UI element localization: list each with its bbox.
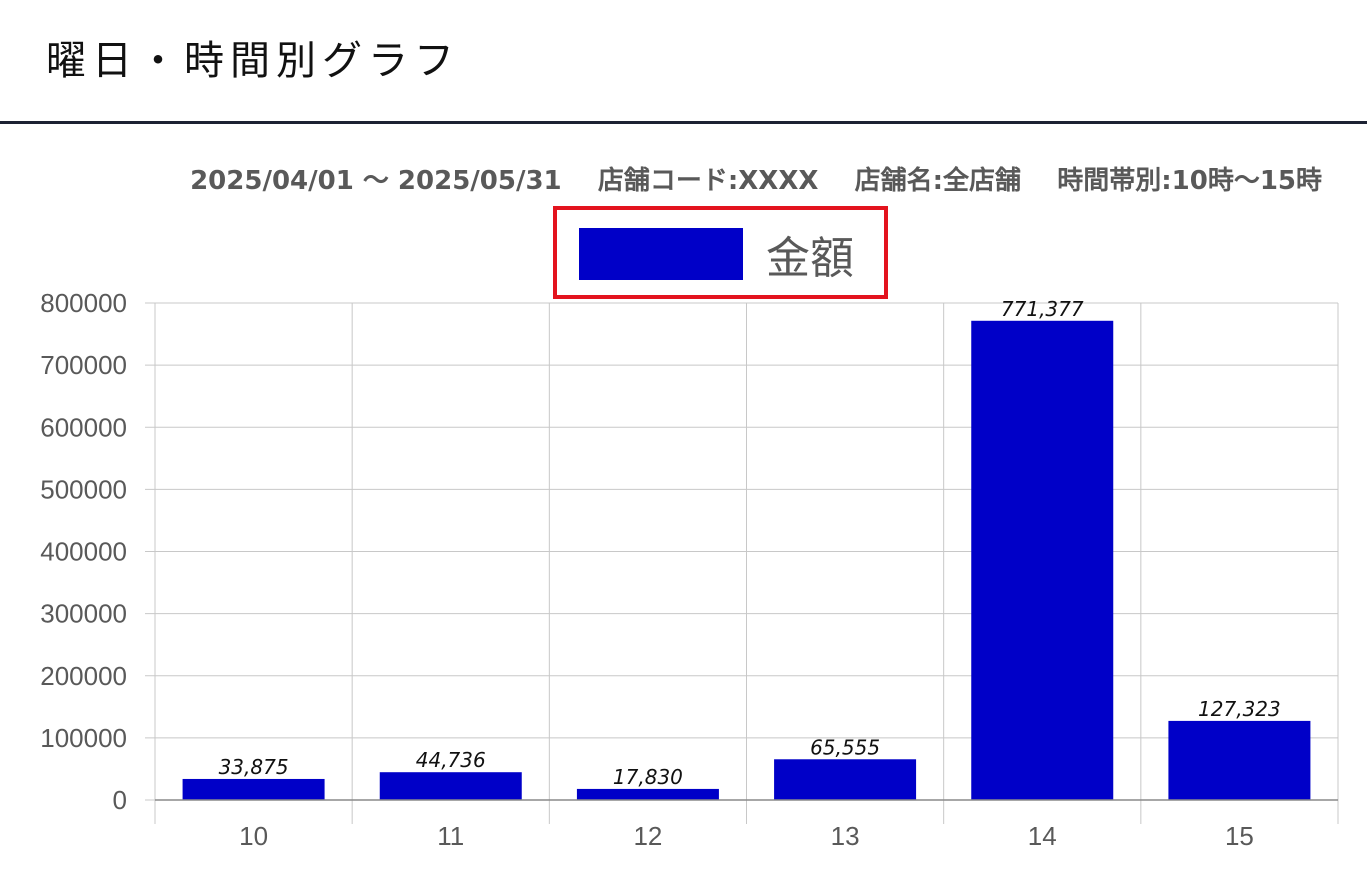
legend-label[interactable]: 金額 (766, 233, 854, 284)
x-tick-label-11: 11 (437, 821, 464, 851)
y-tick-label: 500000 (40, 474, 127, 504)
legend-swatch[interactable] (579, 228, 743, 280)
y-tick-label: 200000 (40, 661, 127, 691)
data-label-14: 771,377 (1001, 297, 1084, 321)
grid-layer (145, 302, 1339, 824)
data-label-11: 44,736 (416, 748, 486, 772)
data-label-10: 33,875 (219, 755, 289, 779)
x-tick-label-10: 10 (239, 821, 268, 851)
y-tick-label: 0 (113, 785, 127, 815)
bar-10 (182, 778, 325, 800)
y-tick-label: 700000 (40, 350, 127, 380)
data-label-12: 17,830 (613, 765, 683, 789)
page-title: 曜日・時間別グラフ (46, 38, 460, 84)
y-tick-label: 400000 (40, 537, 127, 567)
chart-subtitle: 2025/04/01 〜 2025/05/31 店舗コード:XXXX 店舗名:全… (190, 166, 1322, 196)
page-header: 曜日・時間別グラフ (0, 0, 1367, 124)
bar-11 (379, 772, 522, 800)
bar-13 (774, 759, 917, 800)
bar-layer (182, 320, 1311, 800)
x-tick-label-15: 15 (1225, 821, 1254, 851)
axis-layer: 0 100000 200000 300000 400000 500000 600000 700… (40, 288, 1338, 851)
bar-15 (1168, 720, 1311, 800)
y-tick-label: 100000 (40, 723, 127, 753)
y-tick-label: 300000 (40, 599, 127, 629)
y-tick-label: 600000 (40, 412, 127, 442)
x-tick-label-12: 12 (633, 821, 662, 851)
bar-14 (971, 320, 1114, 800)
bar-12 (576, 788, 719, 800)
legend-highlight-box (553, 206, 888, 299)
label-layer: 33,875 44,736 17,830 65,555 771,377 127,323 (219, 297, 1281, 789)
x-tick-label-14: 14 (1028, 821, 1057, 851)
data-label-13: 65,555 (810, 735, 880, 759)
y-tick-label: 800000 (40, 288, 127, 318)
x-tick-label-13: 13 (831, 821, 860, 851)
data-label-15: 127,323 (1198, 697, 1281, 721)
